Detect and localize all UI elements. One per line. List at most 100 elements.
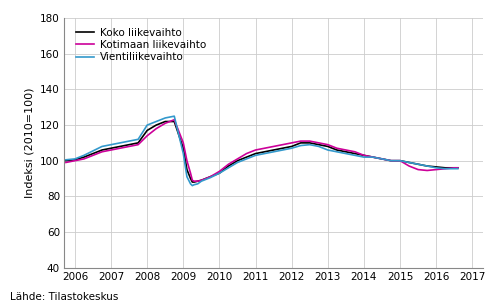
Kotimaan liikevaihto bbox=[195, 179, 201, 183]
Koko liikevaihto bbox=[325, 145, 331, 148]
Kotimaan liikevaihto bbox=[316, 141, 322, 145]
Koko liikevaihto bbox=[442, 166, 448, 170]
Kotimaan liikevaihto bbox=[289, 141, 295, 145]
Koko liikevaihto bbox=[370, 155, 376, 159]
Koko liikevaihto bbox=[307, 141, 313, 145]
Kotimaan liikevaihto bbox=[244, 152, 249, 155]
Koko liikevaihto bbox=[316, 143, 322, 147]
Vientiliikevaihto bbox=[180, 152, 186, 155]
Koko liikevaihto bbox=[262, 150, 268, 154]
Vientiliikevaihto bbox=[144, 123, 150, 127]
Koko liikevaihto bbox=[424, 164, 430, 168]
Kotimaan liikevaihto bbox=[153, 127, 159, 130]
Line: Koko liikevaihto: Koko liikevaihto bbox=[66, 122, 458, 182]
Koko liikevaihto bbox=[195, 179, 201, 183]
Vientiliikevaihto bbox=[289, 147, 295, 150]
Vientiliikevaihto bbox=[135, 137, 141, 141]
Kotimaan liikevaihto bbox=[271, 145, 277, 148]
Kotimaan liikevaihto bbox=[442, 167, 448, 171]
Kotimaan liikevaihto bbox=[280, 143, 285, 147]
Koko liikevaihto bbox=[180, 147, 186, 150]
Koko liikevaihto bbox=[191, 180, 197, 184]
Kotimaan liikevaihto bbox=[184, 159, 190, 163]
Kotimaan liikevaihto bbox=[63, 161, 69, 164]
Kotimaan liikevaihto bbox=[180, 141, 186, 145]
Vientiliikevaihto bbox=[252, 154, 258, 157]
Kotimaan liikevaihto bbox=[325, 143, 331, 147]
Vientiliikevaihto bbox=[424, 164, 430, 168]
Koko liikevaihto bbox=[162, 120, 168, 123]
Vientiliikevaihto bbox=[262, 152, 268, 155]
Vientiliikevaihto bbox=[271, 150, 277, 154]
Kotimaan liikevaihto bbox=[117, 147, 123, 150]
Koko liikevaihto bbox=[334, 148, 340, 152]
Vientiliikevaihto bbox=[244, 157, 249, 161]
Vientiliikevaihto bbox=[187, 182, 193, 186]
Koko liikevaihto bbox=[343, 150, 349, 154]
Vientiliikevaihto bbox=[280, 148, 285, 152]
Vientiliikevaihto bbox=[361, 155, 367, 159]
Kotimaan liikevaihto bbox=[191, 179, 197, 183]
Kotimaan liikevaihto bbox=[370, 155, 376, 159]
Koko liikevaihto bbox=[433, 165, 439, 169]
Koko liikevaihto bbox=[415, 162, 421, 166]
Text: Lähde: Tilastokeskus: Lähde: Tilastokeskus bbox=[10, 292, 118, 302]
Koko liikevaihto bbox=[406, 161, 412, 164]
Koko liikevaihto bbox=[117, 145, 123, 148]
Vientiliikevaihto bbox=[117, 141, 123, 145]
Koko liikevaihto bbox=[379, 157, 385, 161]
Koko liikevaihto bbox=[99, 148, 105, 152]
Kotimaan liikevaihto bbox=[235, 157, 241, 161]
Koko liikevaihto bbox=[126, 143, 132, 147]
Kotimaan liikevaihto bbox=[72, 159, 78, 163]
Vientiliikevaihto bbox=[379, 157, 385, 161]
Koko liikevaihto bbox=[361, 154, 367, 157]
Kotimaan liikevaihto bbox=[424, 169, 430, 172]
Koko liikevaihto bbox=[72, 158, 78, 162]
Koko liikevaihto bbox=[289, 145, 295, 148]
Koko liikevaihto bbox=[280, 147, 285, 150]
Vientiliikevaihto bbox=[126, 139, 132, 143]
Vientiliikevaihto bbox=[451, 167, 457, 171]
Kotimaan liikevaihto bbox=[135, 143, 141, 147]
Vientiliikevaihto bbox=[455, 167, 461, 171]
Koko liikevaihto bbox=[298, 141, 304, 145]
Line: Vientiliikevaihto: Vientiliikevaihto bbox=[66, 116, 458, 186]
Vientiliikevaihto bbox=[184, 175, 190, 178]
Kotimaan liikevaihto bbox=[81, 157, 87, 161]
Koko liikevaihto bbox=[216, 171, 222, 175]
Kotimaan liikevaihto bbox=[379, 157, 385, 161]
Vientiliikevaihto bbox=[415, 162, 421, 166]
Vientiliikevaihto bbox=[72, 157, 78, 161]
Vientiliikevaihto bbox=[90, 149, 96, 153]
Kotimaan liikevaihto bbox=[298, 139, 304, 143]
Vientiliikevaihto bbox=[216, 171, 222, 175]
Kotimaan liikevaihto bbox=[126, 145, 132, 148]
Kotimaan liikevaihto bbox=[352, 150, 358, 154]
Kotimaan liikevaihto bbox=[334, 147, 340, 150]
Koko liikevaihto bbox=[198, 178, 204, 182]
Kotimaan liikevaihto bbox=[216, 170, 222, 173]
Kotimaan liikevaihto bbox=[361, 154, 367, 157]
Vientiliikevaihto bbox=[307, 143, 313, 147]
Vientiliikevaihto bbox=[442, 167, 448, 171]
Vientiliikevaihto bbox=[198, 179, 204, 183]
Koko liikevaihto bbox=[90, 152, 96, 155]
Kotimaan liikevaihto bbox=[406, 164, 412, 168]
Koko liikevaihto bbox=[235, 159, 241, 163]
Vientiliikevaihto bbox=[99, 145, 105, 148]
Vientiliikevaihto bbox=[325, 148, 331, 152]
Koko liikevaihto bbox=[397, 159, 403, 163]
Vientiliikevaihto bbox=[343, 152, 349, 155]
Vientiliikevaihto bbox=[189, 184, 195, 188]
Koko liikevaihto bbox=[63, 159, 69, 163]
Kotimaan liikevaihto bbox=[455, 166, 461, 170]
Vientiliikevaihto bbox=[235, 161, 241, 164]
Kotimaan liikevaihto bbox=[99, 150, 105, 154]
Kotimaan liikevaihto bbox=[171, 118, 177, 122]
Vientiliikevaihto bbox=[397, 159, 403, 163]
Kotimaan liikevaihto bbox=[252, 148, 258, 152]
Vientiliikevaihto bbox=[63, 158, 69, 162]
Vientiliikevaihto bbox=[162, 116, 168, 120]
Kotimaan liikevaihto bbox=[108, 148, 114, 152]
